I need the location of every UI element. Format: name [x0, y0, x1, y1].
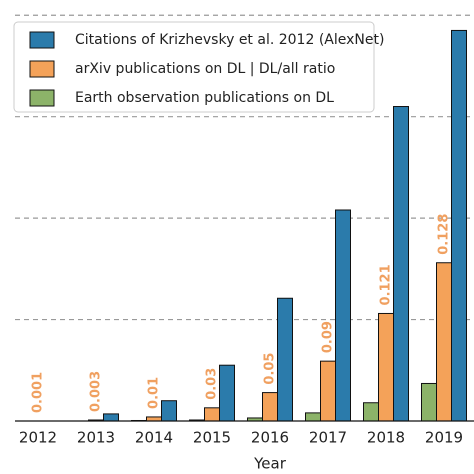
bar [161, 400, 177, 422]
bar [421, 382, 437, 422]
legend-box [13, 21, 375, 113]
bar [277, 297, 293, 422]
ratio-label: 0.05 [263, 353, 278, 385]
x-axis-label: Year [253, 455, 287, 473]
x-tick-label: 2019 [425, 429, 463, 447]
legend-label: Citations of Krizhevsky et al. 2012 (Ale… [75, 32, 384, 48]
x-tick-label: 2012 [19, 429, 57, 447]
ratio-label: 0.003 [89, 371, 104, 412]
ratio-label: 0.121 [379, 264, 394, 305]
ratio-label: 0.03 [205, 368, 220, 400]
ratio-label: 0.128 [437, 214, 452, 255]
ratio-label: 0.09 [320, 321, 335, 353]
legend-label: arXiv publications on DL | DL/all ratio [75, 61, 335, 77]
legend-label: Earth observation publications on DL [75, 90, 334, 106]
legend: Citations of Krizhevsky et al. 2012 (Ale… [13, 21, 384, 113]
x-tick-label: 2018 [367, 429, 405, 447]
bar [451, 29, 467, 422]
legend-swatch [29, 89, 55, 107]
bar [436, 262, 452, 422]
bar [262, 392, 278, 422]
bar [378, 312, 394, 422]
x-tick-label: 2015 [193, 429, 231, 447]
bar [393, 106, 409, 422]
legend-swatch [29, 31, 55, 49]
bar [219, 364, 235, 422]
bar [305, 412, 321, 422]
x-tick-label: 2013 [77, 429, 115, 447]
bar [335, 209, 351, 422]
bar [320, 360, 336, 422]
bar [204, 407, 220, 422]
legend-swatch [29, 60, 55, 78]
x-tick-label: 2014 [135, 429, 173, 447]
ratio-label: 0.01 [147, 377, 162, 409]
ratio-label: 0.001 [31, 372, 46, 413]
x-tick-label: 2017 [309, 429, 347, 447]
bar [146, 416, 162, 422]
bar [103, 413, 119, 422]
bar [363, 402, 379, 422]
x-tick-label: 2016 [251, 429, 289, 447]
